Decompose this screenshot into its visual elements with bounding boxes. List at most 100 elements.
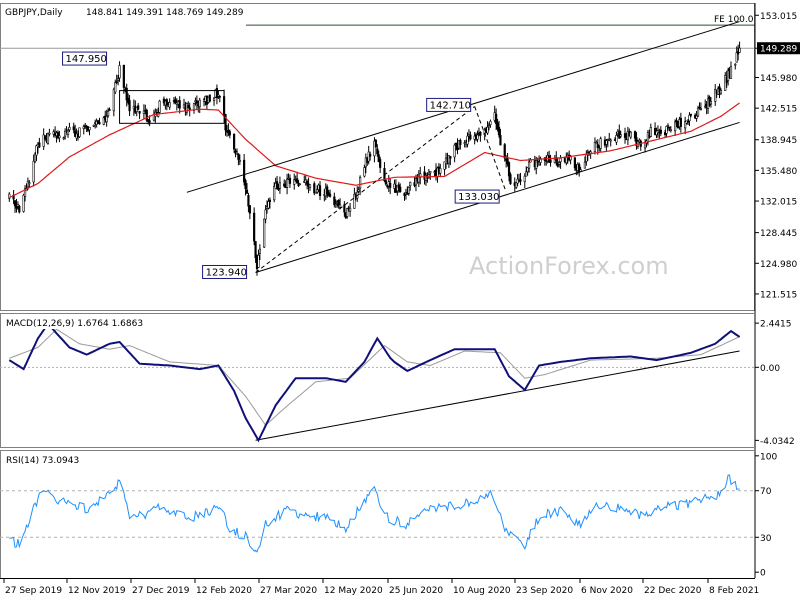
candle (258, 244, 261, 261)
candle (527, 158, 531, 173)
candle-body (569, 156, 572, 161)
candle (243, 154, 246, 186)
candle (308, 184, 312, 191)
candle-body (606, 139, 609, 142)
candle-body (42, 134, 45, 147)
candle-body (595, 142, 598, 145)
candle-body (217, 94, 220, 97)
candle (338, 198, 342, 210)
candle (235, 148, 239, 155)
fe-label: FE 100.0 (714, 15, 754, 25)
candle-body (78, 127, 81, 137)
candle (247, 192, 250, 213)
candle-body (503, 144, 506, 159)
price-tick-label: 128.445 (760, 229, 797, 239)
level-label-box (202, 264, 248, 279)
candle (374, 138, 377, 148)
level-label-box (454, 189, 500, 204)
candle-body (118, 65, 121, 79)
candle (285, 173, 289, 195)
candle (72, 122, 75, 134)
candle-body (188, 107, 191, 110)
candle (724, 72, 727, 91)
candle (217, 90, 220, 99)
candle-body (674, 121, 677, 132)
candle (42, 128, 45, 150)
candle-body (519, 179, 522, 182)
candle-body (527, 161, 531, 169)
candle (23, 185, 27, 202)
candle (16, 201, 19, 210)
level-label: 147.950 (62, 51, 108, 66)
candle (495, 108, 498, 131)
candle-body (459, 139, 462, 145)
candle-body (228, 131, 231, 136)
candle (333, 192, 336, 208)
candle-body (549, 159, 552, 163)
candle-body (479, 132, 482, 136)
candle-body (263, 218, 266, 248)
candle-body (718, 86, 721, 93)
candle-body (238, 159, 241, 162)
candle-body (669, 129, 672, 132)
candle (609, 138, 612, 147)
candle (185, 102, 188, 116)
candle-body (148, 120, 151, 123)
candle-body (668, 126, 671, 129)
price-title: GBPJPY,Daily (5, 8, 63, 18)
candle (106, 107, 110, 118)
candle (489, 119, 492, 128)
candle-body (526, 167, 529, 173)
candle-body (414, 178, 418, 186)
candle (459, 138, 462, 150)
candle-body (187, 105, 190, 108)
candle-body (699, 108, 703, 110)
candle (293, 173, 296, 190)
candle (669, 126, 672, 133)
candle (313, 181, 316, 196)
candle-body (363, 167, 366, 177)
candle-body (26, 180, 30, 188)
candle (278, 176, 282, 194)
candle-body (679, 117, 682, 127)
candle-body (724, 75, 727, 91)
candle (273, 182, 276, 203)
candle-body (696, 107, 700, 117)
candle (515, 181, 518, 190)
macd-tick-label: -4.0342 (760, 437, 795, 447)
candle-body (593, 142, 597, 152)
candle-body (698, 107, 701, 109)
candle (496, 118, 499, 132)
rsi-title: RSI(14) 73.0943 (6, 456, 79, 466)
candle (58, 130, 61, 143)
candle-body (13, 200, 17, 207)
macd-panel-frame (0, 313, 755, 448)
candle (218, 95, 221, 103)
candle-body (293, 179, 296, 185)
candle (18, 204, 21, 214)
candle (212, 97, 216, 106)
date-tick-label: 12 May 2020 (324, 586, 383, 596)
candle (734, 63, 737, 70)
candle (13, 200, 17, 213)
candle-body (507, 162, 511, 177)
candle-body (439, 168, 442, 174)
macd-line (8, 322, 741, 443)
candle-body (623, 133, 627, 138)
macd-title-bg (4, 316, 110, 329)
rsi-line (9, 474, 740, 553)
candle-body (397, 184, 400, 189)
candle-body (326, 186, 329, 195)
rsi-tick-label: 0 (760, 569, 766, 579)
candle (619, 130, 622, 139)
candle (507, 161, 511, 182)
candle-body (22, 194, 25, 212)
candle (35, 144, 38, 161)
candle-body (16, 203, 19, 207)
candle-body (565, 156, 568, 164)
candle (599, 136, 602, 152)
rsi-panel: 100 70 30 0 RSI(14) 73.0943 (0, 450, 777, 579)
candle-body (343, 204, 346, 213)
candle-body (168, 102, 171, 108)
candle (525, 166, 528, 177)
